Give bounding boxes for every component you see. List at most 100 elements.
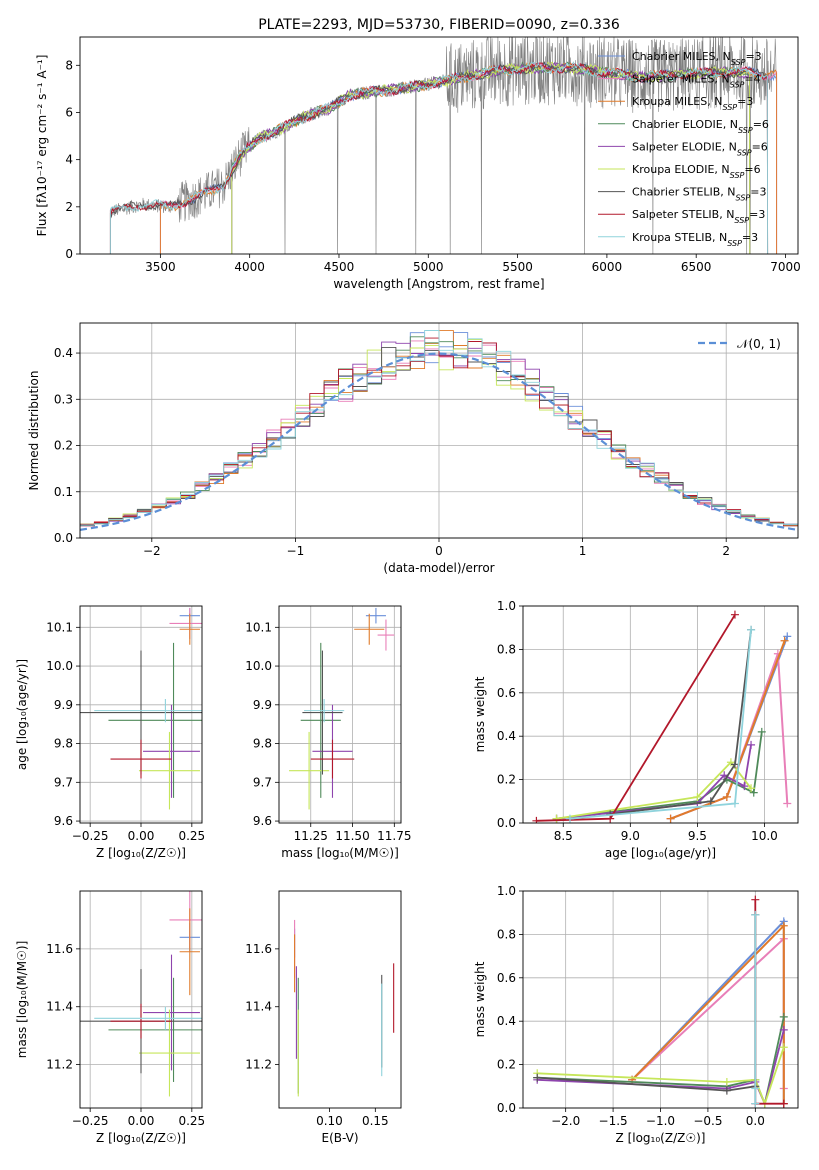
y-tick-label: 0.0	[497, 816, 516, 830]
axis-ticks: 11.25 11.50 11.75 9.6 9.7 9.8 9.9 10.0 10.1	[245, 620, 411, 843]
y-tick-label: 0.4	[54, 346, 73, 360]
y-tick-label: 11.2	[46, 1058, 73, 1072]
y-tick-label: 9.7	[253, 775, 272, 789]
y-tick-label: 11.4	[245, 1000, 272, 1014]
legend-label-main: Chabrier MILES, N	[632, 50, 731, 63]
figure-title: PLATE=2293, MJD=53730, FIBERID=0090, z=0…	[258, 17, 620, 33]
data-point-marker	[747, 625, 756, 634]
x-tick-label: 11.75	[377, 829, 411, 843]
legend-label-end: =6	[753, 118, 769, 131]
y-tick-label: 0.4	[497, 1014, 516, 1028]
x-tick-label: −1	[287, 544, 305, 558]
x-tick-label: 0.00	[128, 1114, 155, 1128]
x-tick-label: 10.0	[751, 829, 778, 843]
data-point-marker	[747, 740, 756, 749]
panel-age_vs_mass: 11.25 11.50 11.75 9.6 9.7 9.8 9.9 10.0 10.1 mass …	[245, 605, 411, 860]
y-tick-label: 9.6	[54, 814, 73, 828]
y-axis-label: age [log₁₀(age/yr)]	[15, 659, 29, 770]
y-tick-label: 1.0	[497, 599, 516, 613]
legend-label-sub: SSP	[731, 58, 746, 67]
x-tick-label: 6500	[681, 260, 712, 274]
legend-label-end: =3	[737, 95, 753, 108]
legend-label-main: Salpeter STELIB, N	[632, 208, 734, 221]
data-point-marker	[730, 799, 739, 808]
data-point-marker	[783, 799, 792, 808]
plot-area	[532, 610, 792, 823]
data-point-marker	[730, 760, 739, 769]
data-point-marker	[751, 895, 760, 904]
data-point-marker	[693, 792, 702, 801]
data-point-marker	[565, 814, 574, 823]
legend-label-end: =3	[749, 208, 765, 221]
x-tick-label: 3500	[145, 260, 176, 274]
axis-ticks: −2.0 −1.5 −1.0 −0.5 0.0 0.0 0.2 0.4 0.6 0.8 1.0	[497, 884, 765, 1128]
y-tick-label: 9.9	[54, 698, 73, 712]
y-tick-label: 0.6	[497, 686, 516, 700]
model-spectrum-line	[109, 61, 769, 254]
legend-label: Kroupa ELODIE, NSSP=6	[632, 163, 761, 180]
x-axis-label: age [log₁₀(age/yr)]	[605, 846, 716, 860]
axis-ticks: 3500 4000 4500 5000 5500 6000 6500 7000 0 2 4 6 8	[65, 58, 800, 274]
y-tick-label: 10.1	[245, 620, 272, 634]
data-point-marker	[783, 632, 792, 641]
data-point-marker	[726, 758, 735, 767]
y-axis-label: mass weight	[473, 961, 487, 1037]
data-point-marker	[722, 792, 731, 801]
x-tick-label: −0.5	[693, 1114, 722, 1128]
x-tick-label: 0	[435, 544, 443, 558]
axes-frame	[278, 605, 402, 824]
panel-spectrum: 3500 4000 4500 5000 5500 6000 6500 7000 0 2 4 6 8 wav…	[35, 36, 801, 291]
model-spectrum-line	[231, 61, 751, 254]
mass-weight-line	[556, 731, 763, 820]
legend: 𝒩(0, 1)	[698, 337, 781, 351]
x-tick-label: 7000	[770, 260, 801, 274]
panel-residuals: −2 −1 0 1 2 0.0 0.1 0.2 0.3 0.4 (data-model)/error…	[27, 322, 799, 575]
mass-weight-line	[556, 760, 752, 820]
plot-area	[533, 895, 788, 1108]
y-tick-label: 9.8	[54, 737, 73, 751]
axes-frame	[522, 605, 799, 824]
data-point-marker	[751, 1099, 760, 1108]
x-axis-label: E(B-V)	[321, 1131, 358, 1145]
legend-label: Chabrier MILES, NSSP=3	[632, 50, 762, 67]
legend-label-sub: SSP	[730, 80, 745, 89]
x-axis-label: Z [log₁₀(Z/Z☉)]	[616, 1131, 706, 1145]
axes-frame	[79, 605, 203, 824]
data-point-marker	[749, 788, 758, 797]
x-tick-label: 11.25	[294, 829, 328, 843]
x-tick-label: −2.0	[551, 1114, 580, 1128]
legend-label-end: =3	[750, 186, 766, 199]
legend-label-main: Kroupa MILES, N	[632, 95, 722, 108]
x-tick-label: 9.5	[688, 829, 707, 843]
y-axis-label: mass [log₁₀(M/M☉)]	[15, 941, 29, 1059]
model-spectrum-line	[109, 62, 769, 254]
y-tick-label: 9.8	[253, 737, 272, 751]
legend-label-main: Kroupa STELIB, N	[632, 231, 727, 244]
y-tick-label: 0.2	[497, 1058, 516, 1072]
x-tick-label: 6000	[592, 260, 623, 274]
x-tick-label: 11.50	[335, 829, 369, 843]
model-spectrum-line	[109, 61, 769, 254]
y-tick-label: 9.7	[54, 775, 73, 789]
x-axis-label: (data-model)/error	[383, 561, 494, 575]
y-tick-label: 9.6	[253, 814, 272, 828]
x-axis-label: wavelength [Angstrom, rest frame]	[333, 277, 544, 291]
x-tick-label: 8.5	[554, 829, 573, 843]
legend-label: 𝒩(0, 1)	[737, 337, 781, 351]
y-tick-label: 10.1	[46, 620, 73, 634]
x-tick-label: 2	[722, 544, 730, 558]
x-tick-label: 9.0	[621, 829, 640, 843]
axes-frame	[278, 890, 402, 1109]
mass-weight-line	[556, 744, 752, 820]
data-point-marker	[779, 1012, 788, 1021]
legend-label-main: Salpeter MILES, N	[632, 73, 730, 86]
y-tick-label: 0.3	[54, 392, 73, 406]
legend-label-sub: SSP	[738, 125, 753, 134]
x-axis-label: Z [log₁₀(Z/Z☉)]	[96, 1131, 186, 1145]
mass-weight-line	[569, 629, 752, 820]
data-point-marker	[757, 727, 766, 736]
x-tick-label: 1	[579, 544, 587, 558]
axes-frame	[79, 322, 799, 539]
